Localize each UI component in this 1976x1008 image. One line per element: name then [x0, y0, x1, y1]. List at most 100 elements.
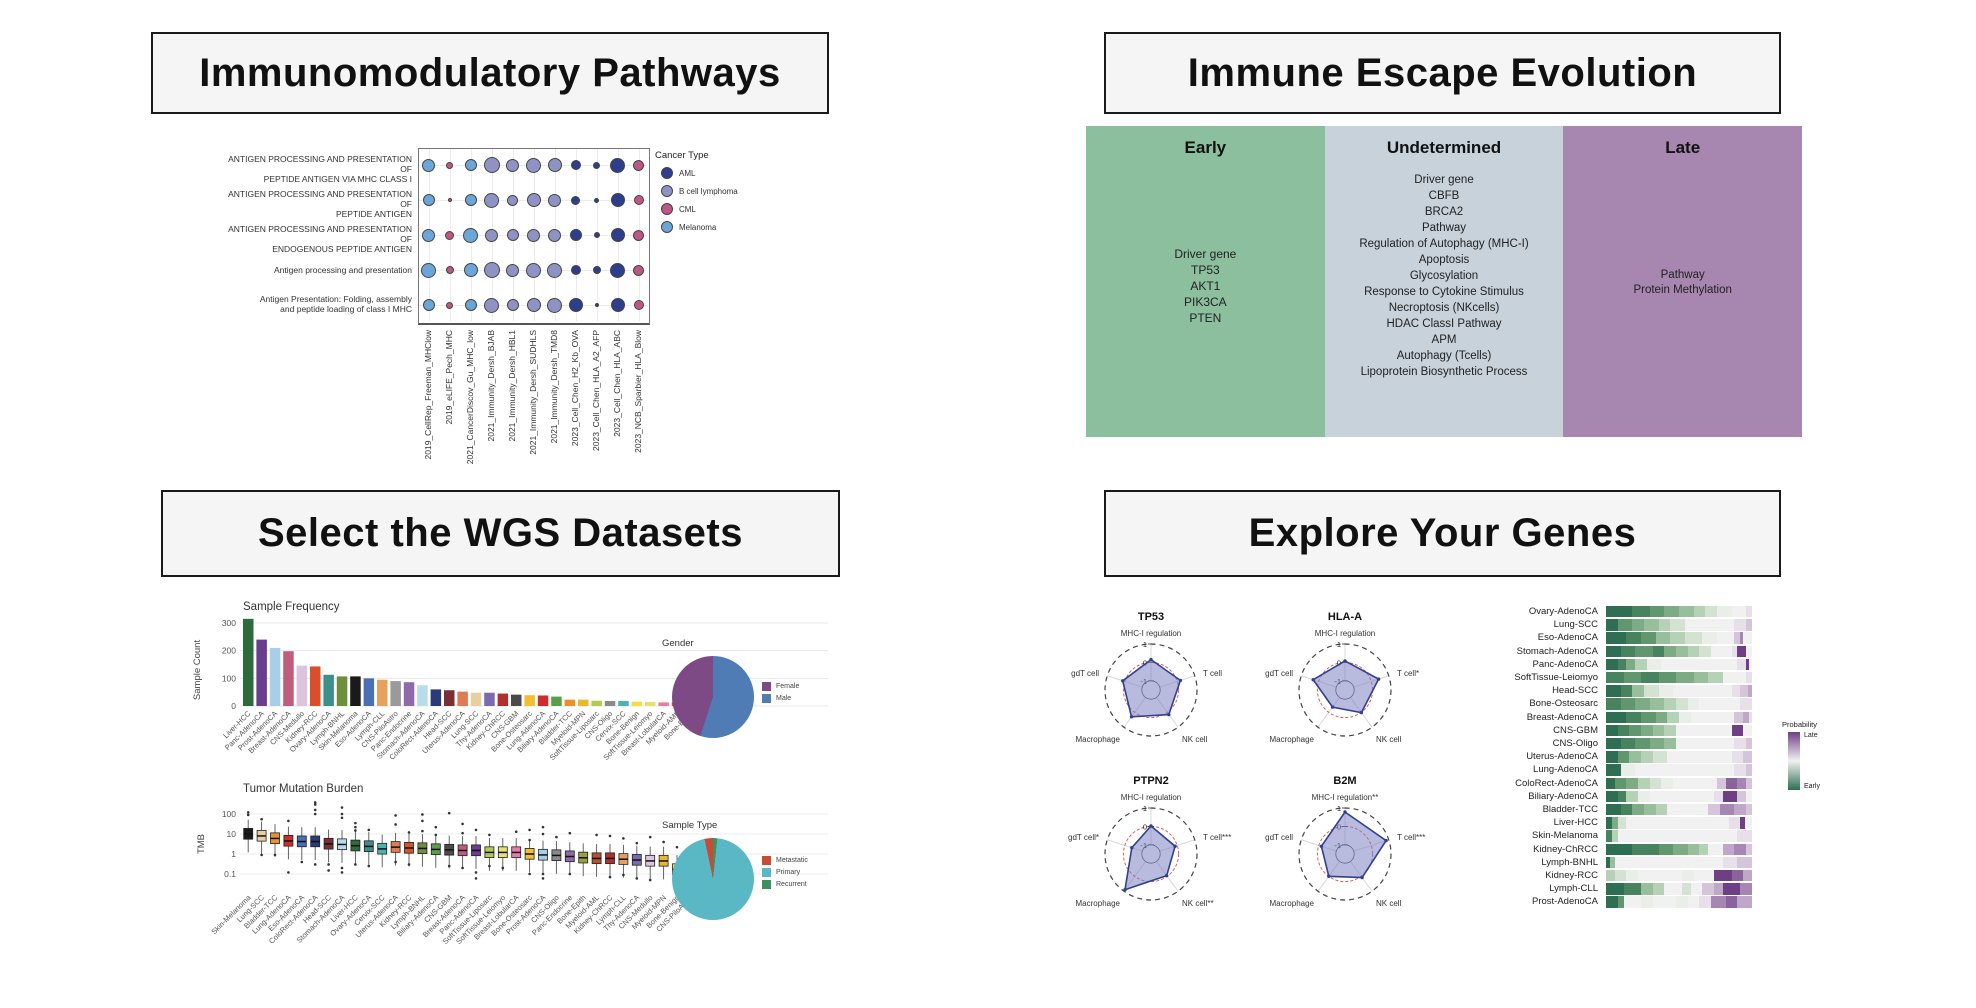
heatmap-segment [1635, 658, 1647, 671]
heatmap-row-label: Eso-AdenoCA [1537, 632, 1598, 644]
dotplot-dot [547, 262, 562, 278]
dotplot-row-label-line: ANTIGEN PROCESSING AND PRESENTATION OF [228, 154, 412, 174]
escape-column-undetermined: Undetermined Driver gene CBFB BRCA2 Pathway R… [1324, 126, 1564, 437]
heatmap-row-label: Liver-HCC [1553, 817, 1598, 829]
heatmap-segment [1664, 645, 1677, 657]
heatmap-segment [1749, 658, 1752, 671]
heatmap-segment [1658, 685, 1674, 697]
radar-axis-label: gdT cell* [1068, 833, 1099, 842]
heatmap-row-label: SoftTissue-Leiomyo [1514, 672, 1598, 683]
heatmap-segment [1606, 830, 1612, 842]
dotplot-dot [633, 300, 644, 310]
heatmap-segment [1632, 606, 1650, 618]
heatmap-segment [1711, 896, 1726, 908]
heatmap-segment [1676, 896, 1688, 908]
heatmap-segment [1737, 896, 1752, 908]
heatmap-segment [1626, 632, 1642, 644]
heatmap-segment [1746, 619, 1752, 631]
heatmap-segment [1606, 606, 1633, 618]
dotplot-row-label-line: ANTIGEN PROCESSING AND PRESENTATION OF [228, 224, 412, 244]
panel-button-immune-escape[interactable]: Immune Escape Evolution [1104, 32, 1781, 114]
heatmap-row-label: Breast-AdenoCA [1526, 711, 1598, 723]
panel-button-immunomodulatory[interactable]: Immunomodulatory Pathways [151, 32, 829, 114]
heatmap-segment [1655, 632, 1671, 644]
heatmap-row-label: Ovary-AdenoCA [1528, 606, 1598, 617]
heatmap-segment [1620, 645, 1636, 657]
heatmap-row-bar [1606, 711, 1752, 723]
heatmap-segment [1641, 632, 1656, 644]
heatmap-segment [1687, 896, 1700, 908]
panel-title-immune-escape: Immune Escape Evolution [1187, 50, 1698, 95]
escape-item: BRCA2 [1424, 206, 1464, 218]
dotplot-legend-item: B cell lymphoma [655, 185, 785, 197]
heatmap-segment [1620, 738, 1636, 750]
heatmap-segment [1661, 658, 1738, 671]
heatmap-segment [1687, 698, 1700, 710]
heatmap-row-bar [1606, 764, 1752, 776]
dotplot-dot [447, 198, 452, 202]
heatmap-segment [1722, 790, 1738, 803]
heatmap-segment [1699, 896, 1712, 908]
dotplot-dot [507, 194, 518, 206]
heatmap-segment [1617, 817, 1627, 829]
heatmap-segment [1606, 883, 1624, 895]
freq-ylabel: Sample Count [192, 640, 203, 701]
dotplot-legend-item: Melanoma [655, 221, 785, 233]
heatmap-row-bar [1606, 645, 1752, 657]
heatmap-segment [1606, 632, 1627, 644]
heatmap-segment [1676, 738, 1735, 750]
svg-text:1: 1 [1143, 804, 1147, 813]
escape-item: PIK3CA [1183, 295, 1227, 309]
heatmap-row-label: Skin-Melanoma [1532, 830, 1598, 842]
legend-item-label: Metastatic [776, 857, 808, 864]
heatmap-segment [1649, 790, 1714, 803]
pie-legend-item: Primary [762, 868, 808, 877]
immune-escape-columns: Early Driver gene TP53 AKT1 PIK3CA PTEN Undete… [1086, 126, 1803, 437]
heatmap-row-bar [1606, 883, 1752, 895]
heatmap-segment [1606, 724, 1618, 737]
heatmap-segment [1617, 896, 1624, 908]
heatmap-segment [1676, 672, 1694, 684]
dotplot-dot [633, 264, 644, 276]
dotplot-dot [446, 161, 453, 169]
dotplot-dot [483, 262, 500, 278]
dotplot-row-label-line: Antigen processing and presentation [274, 265, 412, 275]
heatmap-segment [1684, 619, 1735, 631]
dotplot-dot [547, 297, 562, 313]
heatmap-row-bar [1606, 870, 1752, 882]
escape-column-early: Early Driver gene TP53 AKT1 PIK3CA PTEN [1086, 126, 1325, 437]
heatmap-segment [1606, 804, 1621, 816]
escape-item: AKT1 [1190, 279, 1221, 293]
pie-legend-item: Metastatic [762, 856, 808, 865]
heatmap-segment [1749, 711, 1752, 723]
heatmap-segment [1641, 724, 1653, 737]
escape-column-items: Driver gene CBFB BRCA2 Pathway Regulation of… [1325, 172, 1564, 380]
heatmap-segment [1641, 711, 1656, 723]
heatmap-row-bar [1606, 672, 1752, 684]
heatmap-segment [1626, 777, 1639, 789]
dotplot-dot [526, 157, 541, 173]
dotplot-dot [610, 228, 625, 242]
radar-axis-label: T cell [1203, 669, 1222, 678]
dotplot-dot [526, 298, 541, 312]
heatmap-segment [1617, 751, 1630, 763]
heatmap-segment [1714, 790, 1723, 803]
legend-item-label: Recurrent [776, 881, 807, 888]
escape-item: TP53 [1190, 263, 1220, 277]
heatmap-segment [1664, 698, 1677, 710]
heatmap-segment [1731, 645, 1738, 657]
panel-button-wgs-datasets[interactable]: Select the WGS Datasets [161, 490, 840, 577]
panel-button-explore-genes[interactable]: Explore Your Genes [1104, 490, 1781, 577]
dotplot-dot [592, 266, 601, 274]
legend-swatch-icon [762, 682, 771, 691]
heatmap-row-bar [1606, 804, 1752, 816]
heatmap-row-bar [1606, 698, 1752, 710]
heatmap-segment [1746, 738, 1752, 750]
dotplot-dot [446, 301, 453, 309]
heatmap-segment [1716, 777, 1726, 789]
radar-axis-label: Macrophage [1270, 899, 1315, 908]
heatmap-segment [1746, 790, 1752, 803]
heatmap-segment [1614, 870, 1627, 882]
heatmap-segment [1646, 658, 1662, 671]
